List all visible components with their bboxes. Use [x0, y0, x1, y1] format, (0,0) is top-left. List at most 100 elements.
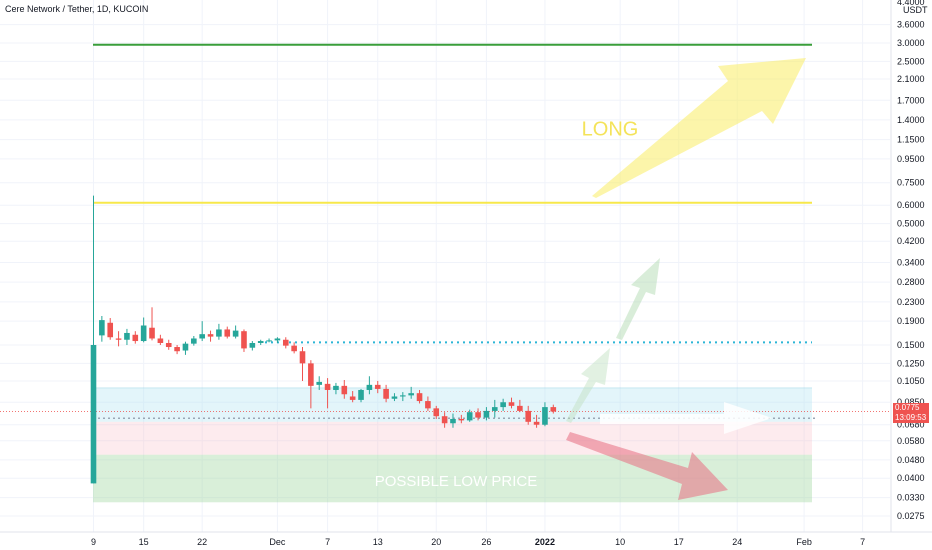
candle-countdown: 13:09:53: [893, 412, 929, 423]
candle-body: [483, 410, 490, 418]
candle-body: [257, 341, 264, 343]
candle-body: [274, 338, 281, 341]
time-tick-label: 9: [91, 537, 96, 547]
price-tick-label: 2.5000: [897, 56, 925, 66]
candle-body: [299, 351, 306, 364]
price-tick-label: 0.4200: [897, 236, 925, 246]
price-tick-label: 0.5000: [897, 219, 925, 229]
long-arrow: [592, 58, 806, 198]
candle-body: [182, 343, 189, 351]
candle-body: [391, 396, 398, 399]
currency-label: USDT: [903, 5, 928, 15]
candle-body: [441, 416, 448, 424]
candle-body: [316, 381, 323, 385]
candle-body: [425, 401, 431, 409]
price-tick-label: 0.0680: [897, 420, 925, 430]
time-tick-label: 17: [674, 537, 684, 547]
price-tick-label: 2.1000: [897, 74, 925, 84]
long-label: LONG: [582, 118, 639, 140]
candle-body: [517, 405, 523, 411]
candle-body: [165, 342, 172, 348]
price-zones: [93, 387, 812, 503]
candle-body: [216, 329, 222, 337]
chart-grid: [0, 0, 890, 532]
last-price-badge: 0.0775: [893, 402, 929, 413]
candle-body: [249, 342, 256, 348]
mid-up-arrow: [616, 258, 660, 340]
price-tick-label: 0.9500: [897, 154, 925, 164]
candle-body: [366, 384, 373, 390]
time-tick-label: Dec: [269, 537, 286, 547]
price-tick-label: 0.1500: [897, 340, 925, 350]
flat-arrow: [600, 402, 772, 434]
small-up-arrow: [566, 348, 610, 423]
chart-annotations: LONG POSSIBLE LOW PRICE: [375, 118, 639, 489]
candle-body: [491, 407, 498, 411]
candle-body: [207, 334, 214, 337]
candle-body: [400, 395, 406, 397]
candle-body: [90, 344, 97, 484]
price-tick-label: 0.0330: [897, 493, 925, 503]
time-tick-label: 26: [481, 537, 491, 547]
candle-body: [533, 421, 540, 425]
price-tick-label: 4.4000: [897, 0, 925, 7]
price-axis-bg: [891, 0, 932, 532]
time-tick-label: 22: [197, 537, 207, 547]
candle-body: [341, 385, 348, 395]
candle-body: [99, 320, 105, 336]
price-tick-label: 0.1900: [897, 316, 925, 326]
projection-arrows: [566, 58, 806, 500]
price-tick-label: 1.1500: [897, 135, 925, 145]
candle-body: [282, 339, 289, 346]
candle-body: [157, 338, 164, 343]
candle-body: [550, 407, 557, 412]
time-tick-label: 13: [373, 537, 383, 547]
price-tick-label: 3.6000: [897, 20, 925, 30]
candle-body: [458, 418, 465, 421]
candle-body: [115, 338, 122, 340]
candle-body: [450, 418, 456, 424]
candle-body: [358, 389, 364, 400]
candle-body: [333, 385, 339, 390]
candle-body: [140, 325, 147, 342]
time-tick-label: 7: [325, 537, 330, 547]
candle-body: [542, 407, 548, 425]
price-tick-label: 0.0580: [897, 436, 925, 446]
candle-body: [408, 393, 414, 396]
price-tick-label: 0.2300: [897, 297, 925, 307]
price-tick-label: 0.0400: [897, 473, 925, 483]
candle-body: [508, 402, 515, 406]
price-tick-label: 0.2800: [897, 277, 925, 287]
price-tick-label: 0.1050: [897, 376, 925, 386]
candle-body: [475, 412, 481, 418]
price-tick-label: 0.0850: [897, 397, 925, 407]
price-tick-label: 0.3400: [897, 257, 925, 267]
time-axis[interactable]: 9 15 22 Dec 7 13 20 26 2022 10 17 24 Feb 7: [0, 531, 932, 547]
candle-body: [383, 388, 389, 399]
price-tick-label: 0.0275: [897, 511, 925, 521]
candle-body: [199, 334, 205, 339]
candle-body: [174, 347, 180, 352]
candle-body: [308, 363, 314, 386]
time-tick-label: Feb: [796, 537, 812, 547]
price-axis[interactable]: 3.6000 3.0000 2.5000 2.1000 1.7000 1.4000 1.15…: [890, 0, 932, 532]
candle-body: [124, 332, 130, 340]
time-tick-label: 7: [860, 537, 865, 547]
low-price-label: POSSIBLE LOW PRICE: [375, 473, 538, 490]
candle-body: [433, 408, 440, 417]
candle-body: [324, 383, 331, 390]
candle-body: [291, 345, 297, 352]
price-tick-label: 0.7500: [897, 178, 925, 188]
candle-body: [107, 322, 114, 338]
candle-body: [525, 410, 532, 422]
price-tick-label: 3.0000: [897, 38, 925, 48]
price-tick-label: 0.1250: [897, 358, 925, 368]
time-tick-label: 2022: [535, 537, 555, 547]
time-tick-label: 15: [139, 537, 149, 547]
candle-body: [241, 331, 247, 349]
candle-body: [374, 384, 381, 389]
time-tick-label: 10: [615, 537, 625, 547]
candle-body: [224, 329, 231, 337]
candle-body: [132, 334, 139, 342]
